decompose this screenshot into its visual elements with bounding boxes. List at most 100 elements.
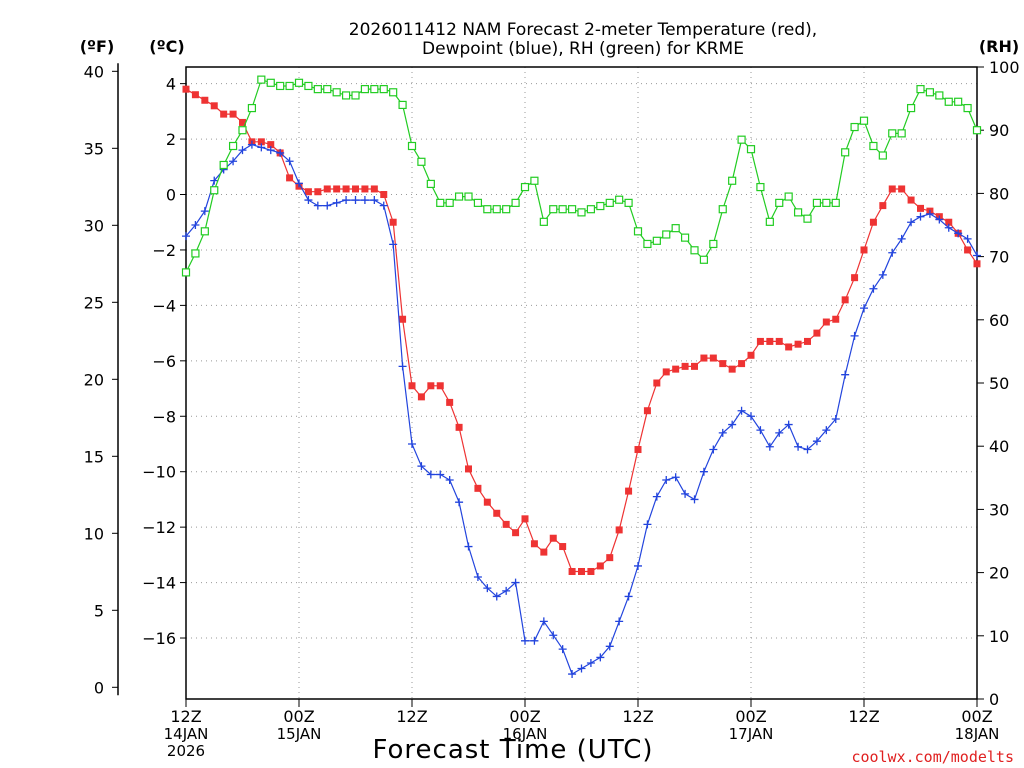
temperature-point [182, 85, 190, 93]
temperature-point [380, 191, 388, 199]
dewpoint-point [530, 636, 539, 645]
rh-tick-label: 30 [989, 500, 1009, 519]
rh-point [454, 192, 464, 201]
temperature-point [446, 398, 454, 406]
dewpoint-point [756, 426, 765, 435]
rh-tick-label: 100 [989, 58, 1020, 77]
fahrenheit-tick-label: 0 [94, 678, 104, 697]
rh-point [690, 246, 699, 255]
fahrenheit-tick-label: 30 [84, 216, 104, 235]
temperature-point [719, 360, 727, 368]
rh-point [577, 208, 586, 217]
dewpoint-point [464, 542, 473, 551]
celsius-tick-label: 0 [166, 186, 176, 205]
temperature-point [521, 515, 529, 523]
fahrenheit-tick-label: 35 [84, 139, 104, 158]
dewpoint-point [690, 495, 699, 504]
rh-point [247, 103, 257, 113]
temperature-point [606, 554, 614, 562]
fahrenheit-tick-label: 25 [84, 293, 104, 312]
dewpoint-point [455, 498, 464, 507]
dewpoint-point [577, 664, 586, 673]
dewpoint-point [916, 212, 925, 221]
temperature-point [314, 188, 322, 196]
celsius-tick-label: −16 [142, 629, 176, 648]
temperature-point [239, 118, 246, 126]
temperature-point [502, 520, 510, 528]
rh-tick-label: 10 [989, 627, 1009, 646]
x-tick-label: 17JAN [729, 725, 774, 743]
dewpoint-point [492, 592, 501, 601]
x-tick-label: 12Z [396, 707, 427, 726]
temperature-point [888, 185, 896, 193]
rh-point [389, 88, 398, 97]
rh-point [812, 198, 822, 207]
dewpoint-point [586, 658, 595, 667]
dewpoint-point [699, 467, 708, 476]
dewpoint-point [907, 218, 916, 227]
rh-point [539, 217, 548, 226]
dewpoint-point [502, 586, 511, 595]
x-tick-label: 00Z [283, 707, 314, 726]
dewpoint-point [643, 520, 652, 529]
dewpoint-point [323, 201, 332, 210]
dewpoint-point [596, 653, 605, 662]
dewpoint-point [342, 196, 351, 205]
dewpoint-line [185, 143, 978, 675]
temperature-point [691, 362, 698, 370]
celsius-tick-label: −6 [152, 352, 176, 371]
temperature-point [869, 218, 877, 226]
rh-point [417, 157, 426, 166]
temperature-point [709, 354, 717, 362]
temperature-point [474, 484, 482, 492]
rh-line [185, 78, 978, 273]
temperature-point [860, 246, 868, 254]
dewpoint-point [436, 470, 445, 479]
celsius-unit-label: (ºC) [149, 37, 184, 56]
rh-point [756, 182, 765, 192]
rh-point [502, 205, 511, 214]
rh-tick-label: 60 [989, 311, 1009, 330]
temperature-point [512, 529, 520, 537]
rh-point [473, 198, 483, 207]
dewpoint-point [765, 442, 774, 451]
temperature-point [822, 318, 830, 326]
rh-point [266, 78, 275, 87]
rh-point [784, 192, 793, 201]
dewpoint-point [304, 196, 313, 205]
dewpoint-point [539, 617, 548, 626]
temperature-point [220, 110, 228, 118]
dewpoint-point [888, 248, 897, 257]
temperature-point [455, 423, 463, 431]
dewpoint-point [417, 462, 426, 471]
x-tick-label: 18JAN [955, 725, 1000, 743]
temperature-line [185, 88, 978, 573]
axes: 420−2−4−6−8−10−12−14−1612Z14JAN202600Z15… [84, 58, 1020, 760]
dewpoint-point [295, 179, 303, 188]
rh-point [643, 239, 652, 249]
plot-frame [185, 66, 978, 700]
dewpoint-point [379, 201, 388, 210]
dewpoint-point [389, 240, 398, 249]
dewpoint-point [313, 201, 322, 210]
x-tick-label: 16JAN [503, 725, 548, 743]
rh-point [728, 176, 737, 185]
fahrenheit-tick-label: 20 [84, 370, 104, 389]
temperature-point [530, 540, 538, 548]
dewpoint-point [709, 445, 718, 454]
temperature-point [756, 337, 764, 345]
rh-point [972, 126, 982, 135]
temperature-point [370, 185, 378, 193]
rh-point [445, 198, 454, 207]
dewpoint-point [963, 234, 972, 243]
x-tick-label: 14JAN [164, 725, 209, 743]
rh-point [285, 81, 294, 91]
dewpoint-point [558, 645, 567, 654]
rh-tick-label: 40 [989, 437, 1009, 456]
temperature-point [681, 362, 689, 370]
rh-point [935, 91, 944, 100]
temperature-point [945, 218, 953, 226]
temperature-point [898, 185, 906, 193]
temperature-point [465, 465, 472, 473]
dewpoint-series [182, 140, 981, 679]
